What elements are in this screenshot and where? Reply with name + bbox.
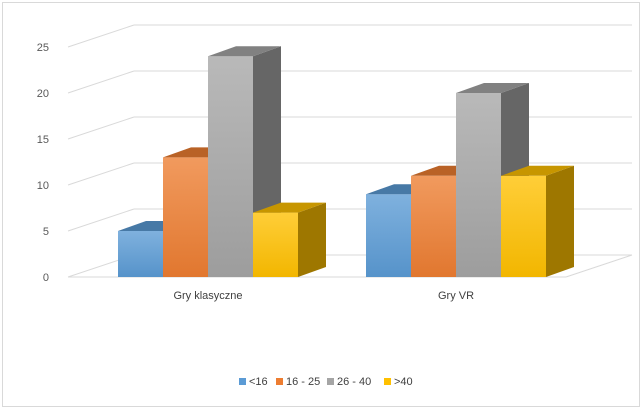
- legend-swatch: [384, 378, 391, 385]
- bar-top: [456, 83, 529, 93]
- bar: [253, 202, 326, 277]
- legend-label: 16 - 25: [286, 376, 320, 388]
- bar: [501, 165, 574, 277]
- bar: [208, 46, 281, 278]
- bar-side: [298, 202, 326, 277]
- bar-front: [366, 194, 411, 277]
- y-tick-label: 15: [37, 134, 49, 146]
- y-tick-label: 0: [43, 272, 49, 284]
- x-axis: Gry klasyczne Gry VR: [173, 290, 474, 302]
- legend-swatch: [276, 378, 283, 385]
- plot-area: [118, 46, 574, 278]
- y-axis: 0 5 10 15 20 25: [37, 42, 49, 284]
- bar-front: [163, 157, 208, 277]
- bar-side: [546, 165, 574, 277]
- legend-label: <16: [249, 376, 268, 388]
- bar-front: [411, 175, 456, 277]
- bar-top: [208, 46, 281, 57]
- legend-label: >40: [394, 376, 413, 388]
- bar-front: [253, 212, 298, 277]
- y-tick-label: 5: [43, 226, 49, 238]
- category-label: Gry VR: [438, 290, 474, 302]
- category-label: Gry klasyczne: [173, 290, 242, 302]
- legend-swatch: [239, 378, 246, 385]
- y-tick-label: 10: [37, 180, 49, 192]
- bar-front: [208, 56, 253, 278]
- legend-label: 26 - 40: [337, 376, 371, 388]
- bar-top: [253, 202, 326, 213]
- y-tick-label: 20: [37, 88, 49, 100]
- legend-item: <16: [239, 376, 268, 388]
- legend-item: >40: [384, 376, 413, 388]
- legend-item: 26 - 40: [327, 376, 371, 388]
- legend: <16 16 - 25 26 - 40 >40: [239, 376, 413, 388]
- y-tick-label: 25: [37, 42, 49, 54]
- bar-top: [501, 165, 574, 176]
- legend-swatch: [327, 378, 334, 385]
- bar-front: [456, 93, 501, 277]
- legend-item: 16 - 25: [276, 376, 320, 388]
- bar-front: [501, 175, 546, 277]
- bar-front: [118, 231, 163, 277]
